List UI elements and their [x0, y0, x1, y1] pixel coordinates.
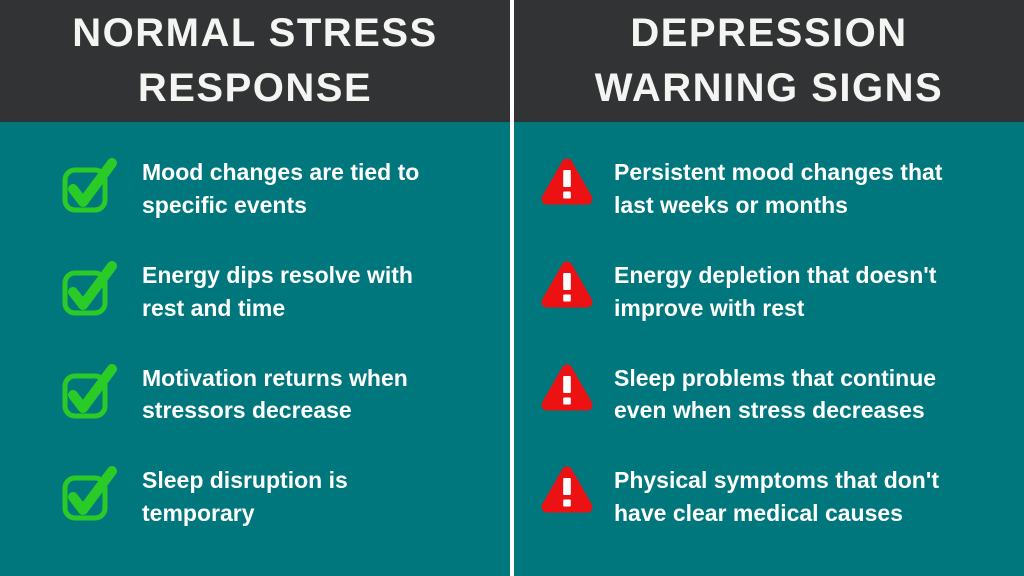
left-title: NORMAL STRESS RESPONSE: [72, 6, 437, 116]
list-item-text: Persistent mood changes that last weeks …: [614, 159, 943, 218]
list-item: Persistent mood changes that last weeks …: [514, 156, 1024, 222]
list-item-text: Motivation returns when stressors decrea…: [142, 364, 408, 424]
green-checkbox-check-icon: [62, 157, 118, 213]
list-item: Energy depletion that doesn't improve wi…: [514, 259, 1024, 325]
list-item: Motivation returns when stressors decrea…: [0, 362, 510, 428]
list-item: Energy dips resolve with rest and time: [0, 259, 510, 325]
red-warning-triangle-icon: [540, 260, 594, 312]
normal-stress-column: NORMAL STRESS RESPONSE Mood changes are …: [0, 0, 510, 576]
list-item-text: Physical symptoms that don't have clear …: [614, 467, 939, 527]
list-item-text: Energy depletion that doesn't improve wi…: [614, 261, 937, 321]
list-item: Physical symptoms that don't have clear …: [514, 464, 1024, 530]
right-item-list: Persistent mood changes that last weeks …: [514, 122, 1024, 576]
right-header: DEPRESSION WARNING SIGNS: [514, 0, 1024, 122]
list-item-text: Energy dips resolve with rest and time: [142, 261, 413, 321]
right-title: DEPRESSION WARNING SIGNS: [595, 6, 943, 116]
right-title-line1: DEPRESSION: [630, 10, 908, 55]
green-checkbox-check-icon: [62, 465, 118, 521]
list-item: Sleep problems that continue even when s…: [514, 362, 1024, 428]
red-warning-triangle-icon: [540, 363, 594, 415]
list-item-text: Sleep problems that continue even when s…: [614, 364, 937, 424]
list-item-text: Mood changes are tied to specific events: [142, 159, 420, 218]
red-warning-triangle-icon: [540, 157, 594, 209]
left-title-line2: RESPONSE: [137, 66, 373, 110]
green-checkbox-check-icon: [62, 260, 118, 316]
list-item: Mood changes are tied to specific events: [0, 156, 510, 222]
left-title-line1: NORMAL STRESS: [72, 10, 438, 55]
column-divider: [510, 0, 514, 576]
list-item: Sleep disruption is temporary: [0, 464, 510, 530]
red-warning-triangle-icon: [540, 465, 594, 517]
right-title-line2: WARNING SIGNS: [594, 66, 944, 110]
left-header: NORMAL STRESS RESPONSE: [0, 0, 510, 122]
list-item-text: Sleep disruption is temporary: [142, 467, 348, 527]
depression-warning-column: DEPRESSION WARNING SIGNS Persistent mood…: [514, 0, 1024, 576]
green-checkbox-check-icon: [62, 363, 118, 419]
left-item-list: Mood changes are tied to specific events…: [0, 122, 510, 576]
